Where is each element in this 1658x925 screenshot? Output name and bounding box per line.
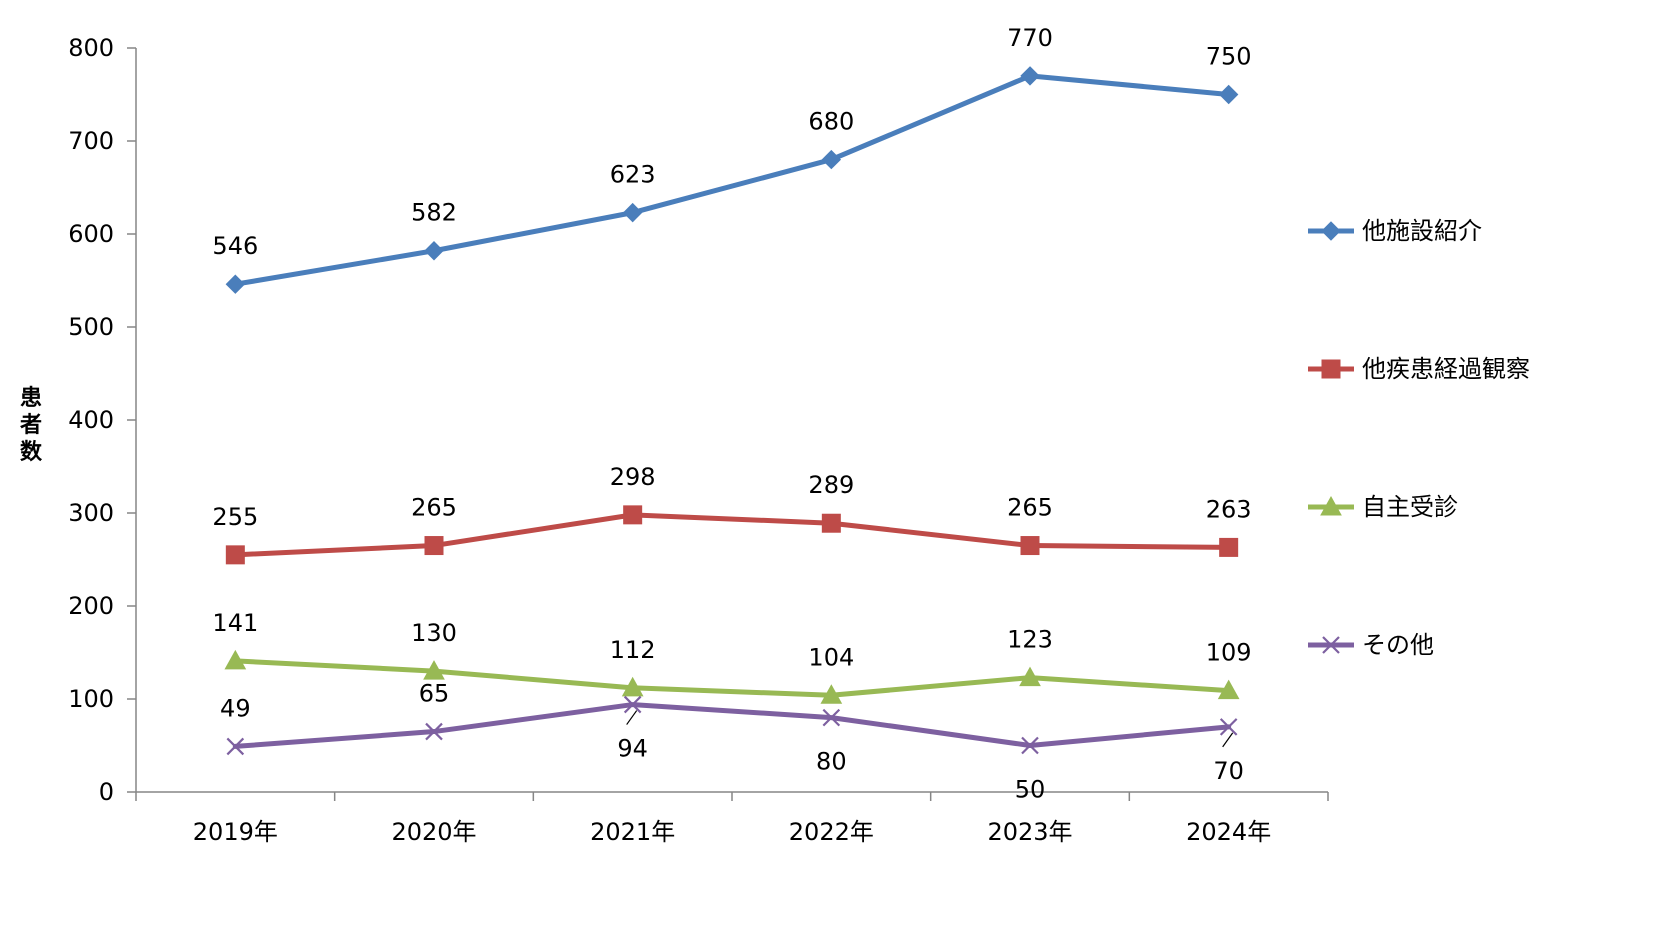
data-point-marker	[621, 676, 644, 697]
data-point-marker	[622, 202, 643, 223]
data-label: 582	[411, 199, 457, 227]
legend-item-2: 他疾患経過観察	[1308, 355, 1530, 383]
data-label: 263	[1206, 495, 1252, 523]
legend-marker	[1322, 636, 1340, 654]
data-label: 255	[212, 503, 258, 531]
y-tick-label: 600	[68, 220, 114, 248]
data-label: 94	[617, 735, 648, 763]
data-point-marker	[822, 708, 841, 727]
data-label: 265	[1007, 494, 1053, 522]
legend-marker	[1320, 495, 1342, 516]
data-label: 623	[610, 161, 656, 189]
data-label: 123	[1007, 626, 1053, 654]
data-point-marker	[423, 660, 445, 680]
data-point-marker	[1021, 736, 1039, 755]
legend-label: 自主受診	[1362, 493, 1458, 521]
data-point-marker	[1019, 666, 1041, 687]
legend-item-4: その他	[1308, 631, 1434, 659]
legend-marker	[1321, 359, 1341, 379]
series-line	[232, 702, 1232, 749]
data-label: 70	[1213, 757, 1244, 785]
legend-item-1: 他施設紹介	[1308, 217, 1482, 245]
legend-marker	[1321, 221, 1341, 241]
x-tick-label: 2023年	[987, 818, 1072, 846]
data-label: 104	[808, 643, 854, 671]
data-point-marker	[1218, 84, 1239, 105]
y-tick-label: 700	[68, 127, 114, 155]
data-label: 546	[212, 232, 258, 260]
data-point-marker	[226, 737, 245, 756]
label-leader-line	[1222, 732, 1234, 748]
legend-item-3: 自主受診	[1308, 493, 1458, 521]
y-tick-label: 400	[68, 406, 114, 434]
y-tick-label: 800	[68, 34, 114, 62]
data-labels: 546 582 623 680 770 750 255 265 298 289 265 263 141 1…	[212, 24, 1251, 804]
series-4	[226, 695, 1238, 756]
series-layer	[224, 66, 1240, 756]
data-point-marker	[821, 149, 842, 170]
data-label: 265	[411, 494, 457, 522]
data-point-marker	[820, 684, 843, 704]
data-point-marker	[225, 545, 245, 565]
label-leader-line	[626, 710, 638, 725]
data-point-marker	[1020, 536, 1040, 556]
x-tick-label: 2021年	[590, 818, 675, 846]
legend-label: 他疾患経過観察	[1362, 355, 1530, 383]
data-label: 49	[220, 694, 251, 722]
data-point-marker	[424, 536, 444, 556]
data-label: 130	[411, 619, 457, 647]
y-tick-label: 300	[68, 499, 114, 527]
data-point-marker	[1219, 718, 1238, 736]
data-point-marker	[623, 505, 643, 525]
data-label: 750	[1206, 43, 1252, 71]
y-tick-label: 200	[68, 592, 114, 620]
data-label: 109	[1206, 639, 1252, 667]
y-tick-label: 100	[68, 685, 114, 713]
axes: 0 100 200 300 400 500 600 700 800 2019年 2020年 2021年…	[68, 34, 1329, 846]
x-tick-label: 2020年	[391, 818, 476, 846]
series-3	[224, 649, 1240, 704]
data-point-marker	[623, 695, 642, 714]
legend-label: その他	[1362, 631, 1434, 659]
y-tick-label: 0	[99, 778, 114, 806]
data-label: 680	[808, 108, 854, 136]
y-axis-title: 患者数	[19, 385, 43, 465]
data-point-marker	[1020, 66, 1040, 86]
y-axis-title-char: 患	[20, 385, 42, 411]
data-point-marker	[821, 513, 841, 533]
data-label: 770	[1007, 24, 1053, 52]
data-point-marker	[1219, 537, 1239, 557]
y-axis-title-char: 者	[19, 413, 42, 438]
data-label: 50	[1015, 776, 1046, 804]
series-line	[232, 73, 1232, 287]
data-label: 112	[610, 636, 656, 664]
data-label: 289	[808, 471, 854, 499]
data-point-marker	[225, 274, 246, 294]
data-point-marker	[424, 241, 444, 261]
x-tick-label: 2022年	[789, 818, 874, 846]
data-label: 65	[419, 680, 450, 708]
series-2	[225, 505, 1239, 565]
legend-label: 他施設紹介	[1362, 217, 1482, 245]
x-tick-label: 2019年	[193, 818, 278, 846]
data-label: 141	[212, 609, 258, 637]
series-line	[232, 658, 1232, 698]
data-point-marker	[224, 649, 247, 670]
series-1	[225, 66, 1239, 294]
data-point-marker	[425, 722, 443, 741]
series-line	[232, 512, 1232, 558]
y-axis-title-char: 数	[20, 439, 43, 465]
data-label: 80	[816, 748, 847, 776]
data-label: 298	[610, 463, 656, 491]
x-tick-label: 2024年	[1186, 818, 1271, 846]
data-point-marker	[1217, 679, 1240, 700]
y-tick-label: 500	[68, 313, 114, 341]
